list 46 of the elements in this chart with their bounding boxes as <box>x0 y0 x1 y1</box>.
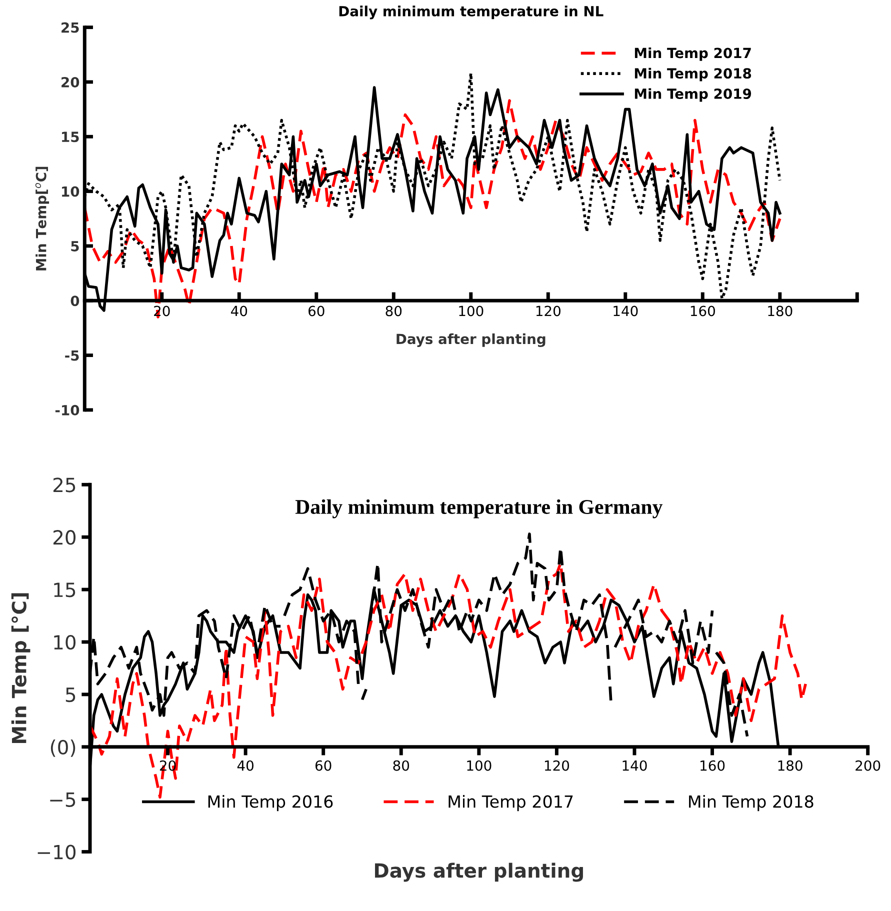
y-tick-label: -10 <box>55 404 80 416</box>
y-tick-label: 25 <box>53 478 76 492</box>
x-tick-label: 60 <box>315 760 332 771</box>
legend-label: Min Temp 2019 <box>634 88 752 102</box>
chart-title: Daily minimum temperature in NL <box>339 6 604 20</box>
y-axis-title: Min Temp[$^{o}$C] <box>35 166 50 270</box>
y-tick-label: 0 <box>70 296 80 306</box>
legend-label: Min Temp 2018 <box>634 68 752 82</box>
x-tick-label: 100 <box>459 306 484 316</box>
x-tick-label: 60 <box>308 306 324 316</box>
legend-label: Min Temp 2017 <box>634 47 751 61</box>
y-tick-label: −5 <box>50 792 76 807</box>
y-tick-label: 15 <box>62 132 79 142</box>
legend-label: Min Temp 2017 <box>448 794 573 812</box>
y-tick-label: 5 <box>71 241 79 252</box>
x-tick-label: 160 <box>690 306 715 316</box>
y-tick-label: -5 <box>65 350 79 361</box>
x-tick-label: 180 <box>778 760 802 771</box>
x-tick-label: 40 <box>237 760 254 771</box>
x-tick-label: 40 <box>230 306 248 316</box>
y-axis-title: Min Temp [°C] <box>11 593 30 744</box>
x-tick-label: 140 <box>622 760 647 771</box>
x-tick-label: 100 <box>467 760 492 771</box>
x-tick-label: 120 <box>544 760 570 771</box>
y-tick-label: 25 <box>62 22 79 33</box>
y-tick-label: 20 <box>53 530 76 545</box>
x-axis-title: Days after planting <box>375 862 583 882</box>
legend-label: Min Temp 2018 <box>689 794 814 812</box>
y-tick-label: 20 <box>62 76 80 88</box>
x-tick-label: 200 <box>856 760 880 771</box>
x-axis-title: Days after planting <box>396 333 546 347</box>
y-tick-label: 10 <box>54 634 76 650</box>
y-tick-label: 10 <box>62 186 80 197</box>
text: Daily minimum temperature in Germany <box>295 499 663 518</box>
legend-label: Min Temp 2016 <box>208 794 333 812</box>
y-tick-label: 15 <box>54 582 76 598</box>
x-tick-label: 160 <box>700 760 725 771</box>
x-tick-label: 180 <box>768 306 792 316</box>
x-tick-label: 80 <box>386 306 402 316</box>
y-tick-label: 5 <box>66 688 76 702</box>
y-tick-label: (0) <box>50 740 76 757</box>
x-tick-label: 80 <box>393 760 410 771</box>
x-tick-label: 120 <box>536 306 560 316</box>
x-tick-label: 20 <box>154 306 170 316</box>
x-tick-label: 140 <box>614 306 638 316</box>
y-tick-label: −10 <box>38 844 76 860</box>
